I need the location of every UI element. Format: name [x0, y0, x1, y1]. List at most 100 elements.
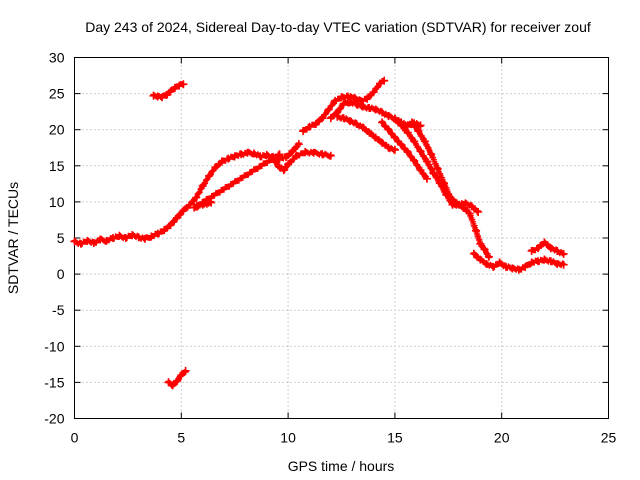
data-point: [416, 121, 425, 130]
data-point: [378, 118, 387, 127]
data-point: [375, 79, 384, 88]
data-point: [384, 111, 393, 120]
data-point: [540, 255, 549, 264]
data-point: [390, 114, 399, 123]
data-point: [410, 156, 419, 165]
data-point: [553, 246, 562, 255]
y-tick-label: -15: [44, 374, 64, 390]
data-point: [433, 164, 442, 173]
data-point: [181, 366, 190, 375]
data-point: [559, 260, 568, 269]
x-tick-label: 5: [177, 430, 185, 446]
y-tick-label: -5: [52, 302, 65, 318]
y-tick-label: -10: [44, 338, 64, 354]
data-point: [346, 117, 355, 126]
data-point: [480, 245, 489, 254]
data-point: [371, 105, 380, 114]
data-point: [521, 262, 530, 271]
data-point: [324, 105, 333, 114]
data-point: [102, 236, 111, 245]
data-point: [446, 193, 455, 202]
data-point: [534, 257, 543, 266]
data-point: [358, 123, 367, 132]
data-point: [484, 252, 493, 261]
data-point: [153, 229, 162, 238]
data-point: [190, 203, 199, 212]
data-point: [452, 199, 461, 208]
data-point: [540, 238, 549, 247]
data-point: [128, 231, 137, 240]
data-point: [495, 258, 504, 267]
series-late-branch: [527, 238, 568, 258]
data-point: [115, 231, 124, 240]
data-point: [158, 93, 167, 102]
data-point: [416, 166, 425, 175]
series-trough: [469, 249, 568, 274]
series-peak-a: [299, 76, 389, 136]
data-point: [465, 209, 474, 218]
data-point: [420, 137, 429, 146]
data-point: [168, 381, 177, 390]
data-point: [343, 92, 352, 101]
series-mid-branch: [271, 148, 335, 175]
data-point: [534, 244, 543, 253]
data-point: [275, 163, 284, 172]
data-point: [281, 153, 290, 162]
series-decline-b: [378, 118, 431, 183]
data-point: [140, 234, 149, 243]
data-point: [397, 121, 406, 130]
data-point: [352, 100, 361, 109]
data-point: [390, 133, 399, 142]
data-point: [230, 152, 239, 161]
series-outliers: [190, 150, 284, 212]
data-point: [121, 234, 130, 242]
data-point: [224, 154, 233, 163]
data-point: [410, 137, 419, 146]
data-point: [318, 114, 327, 123]
data-point: [326, 114, 335, 123]
data-point: [346, 98, 355, 107]
data-point: [333, 112, 342, 121]
data-point: [70, 237, 79, 246]
data-point: [256, 152, 265, 161]
data-point: [326, 151, 335, 160]
data-point: [546, 257, 555, 266]
x-tick-label: 10: [280, 430, 296, 446]
series-decline-a: [333, 112, 399, 154]
data-point: [299, 127, 308, 136]
y-tick-label: 0: [57, 266, 65, 282]
axis-ticks: -20 -15 -10 -5 0 5 10 15 20 25 30 0 5 10 15 20 25: [44, 50, 616, 446]
data-point: [309, 148, 318, 157]
data-point: [192, 193, 201, 202]
y-tick-label: 15: [49, 158, 65, 174]
data-point: [384, 125, 393, 134]
data-point: [422, 157, 431, 166]
data-point: [527, 258, 536, 267]
data-point: [339, 99, 348, 108]
data-point: [160, 226, 169, 235]
data-point: [292, 151, 301, 160]
series-marks: [409, 118, 492, 261]
data-point: [279, 166, 288, 175]
data-point: [378, 138, 387, 147]
x-tick-label: 20: [494, 430, 510, 446]
data-point: [369, 88, 378, 97]
data-point: [476, 255, 485, 264]
data-point: [527, 246, 536, 255]
data-point: [474, 208, 483, 217]
data-point: [305, 122, 314, 131]
data-point: [365, 104, 374, 113]
series-early-high: [149, 80, 188, 102]
x-axis-label: GPS time / hours: [288, 458, 395, 474]
y-tick-label: 20: [49, 122, 65, 138]
data-point: [211, 163, 220, 172]
data-point: [173, 213, 182, 222]
data-point: [380, 76, 389, 85]
data-point: [96, 235, 105, 244]
data-point: [363, 94, 372, 103]
series-decline-d: [407, 118, 493, 261]
data-point: [198, 182, 207, 191]
data-point: [164, 378, 173, 387]
y-tick-label: 25: [49, 86, 65, 102]
